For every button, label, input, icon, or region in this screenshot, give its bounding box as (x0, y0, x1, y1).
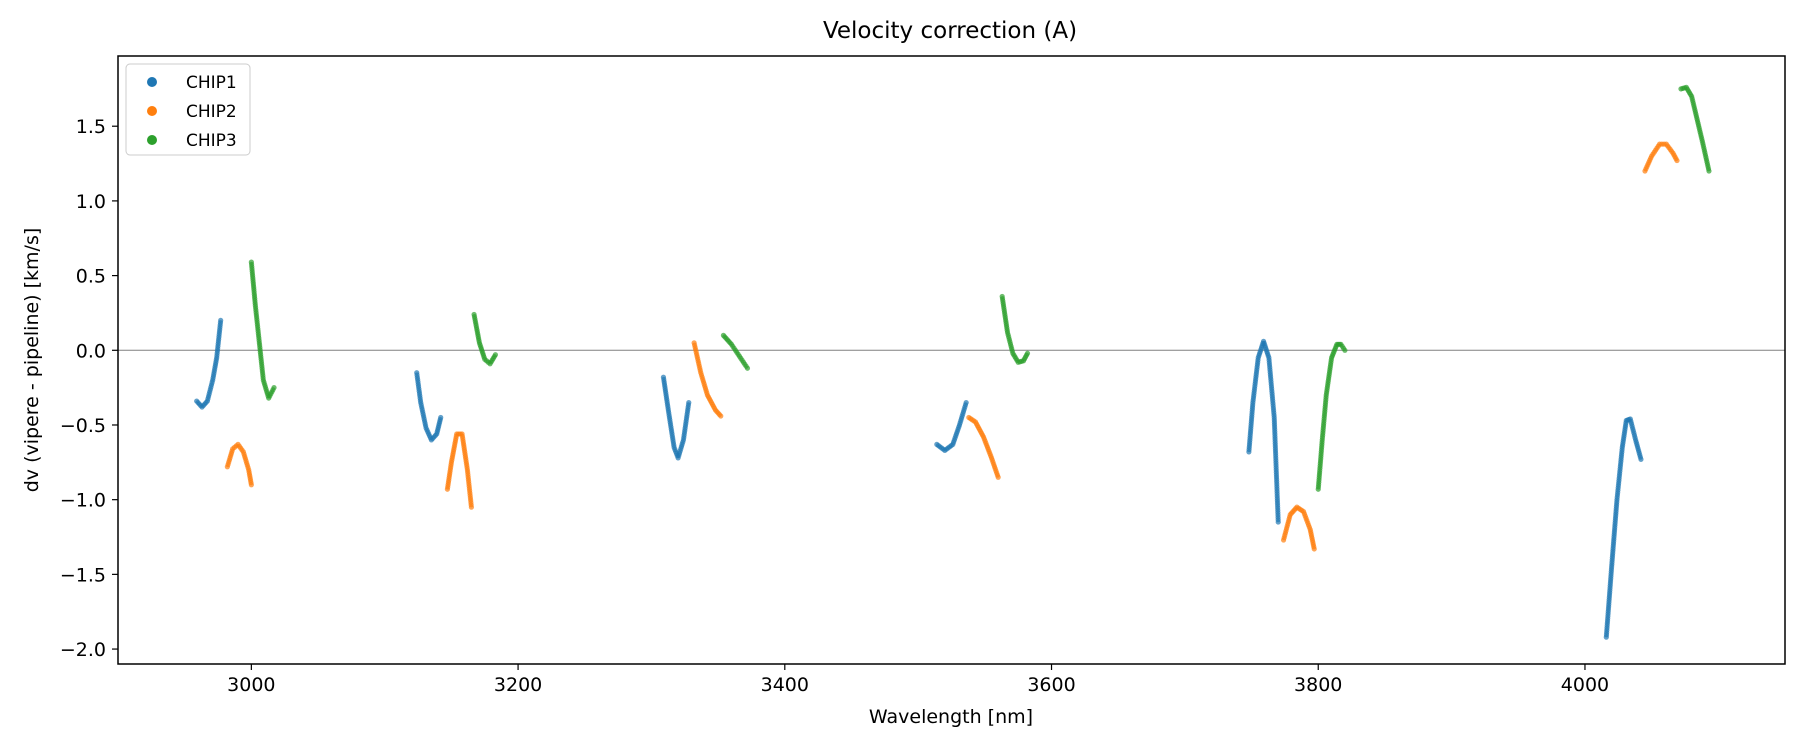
y-tick-label: −2.0 (60, 639, 106, 661)
legend-label-chip1: CHIP1 (186, 73, 237, 93)
data-point-chip3 (744, 365, 751, 371)
series-chip3 (248, 84, 1712, 492)
data-point-chip1 (218, 317, 224, 324)
data-point-chip3 (1342, 347, 1348, 353)
x-tick-label: 3600 (1027, 674, 1075, 696)
x-axis-label: Wavelength [nm] (869, 706, 1033, 728)
series-chip2 (224, 141, 1680, 552)
y-tick-label: −1.0 (60, 490, 106, 512)
x-tick-label: 3200 (494, 674, 542, 696)
y-tick-label: −0.5 (60, 415, 106, 437)
data-point-chip3 (1024, 350, 1031, 356)
legend-frame (125, 63, 251, 156)
data-point-chip1 (1638, 456, 1644, 462)
y-tick-group: −2.0 −1.5 −1.0 −0.5 0.0 0.5 1.0 1.5 (60, 116, 118, 661)
legend-marker-chip3 (147, 135, 157, 145)
data-point-chip2 (995, 474, 1001, 480)
y-tick-label: 0.5 (76, 266, 106, 288)
x-tick-label: 4000 (1561, 674, 1609, 696)
legend-marker-chip2 (147, 106, 157, 116)
y-tick-label: 1.5 (76, 116, 106, 138)
data-point-chip3 (492, 352, 499, 358)
legend-label-chip2: CHIP2 (186, 102, 237, 122)
data-point-chip3 (1706, 168, 1712, 174)
data-point-chip1 (963, 399, 969, 406)
plot-area (118, 56, 1785, 664)
series-chip1 (194, 317, 1644, 640)
data-point-chip2 (1311, 546, 1317, 552)
data-point-chip3 (271, 385, 277, 391)
data-point-chip2 (248, 482, 254, 488)
y-tick-label: −1.5 (60, 564, 106, 586)
data-point-chip1 (686, 399, 692, 406)
data-point-chip2 (1674, 157, 1680, 164)
x-tick-label: 3400 (761, 674, 809, 696)
plot-frame (117, 55, 1786, 665)
data-point-chip1 (1275, 519, 1281, 525)
data-point-chip2 (468, 504, 474, 510)
chart-title: Velocity correction (A) (823, 18, 1077, 44)
legend-marker-chip1 (147, 77, 157, 87)
y-tick-label: 0.0 (76, 340, 106, 362)
y-tick-label: 1.0 (76, 191, 106, 213)
data-point-chip2 (718, 413, 724, 419)
legend: CHIP1 CHIP2 CHIP3 (125, 63, 251, 156)
legend-label-chip3: CHIP3 (186, 131, 237, 151)
x-tick-label: 3800 (1294, 674, 1342, 696)
y-axis-label: dv (vipere - pipeline) [km/s] (21, 228, 43, 493)
x-tick-group: 3000 3200 3400 3600 3800 4000 (227, 664, 1609, 696)
x-tick-label: 3000 (227, 674, 275, 696)
data-point-chip1 (438, 414, 444, 421)
data-points-group (194, 84, 1712, 640)
